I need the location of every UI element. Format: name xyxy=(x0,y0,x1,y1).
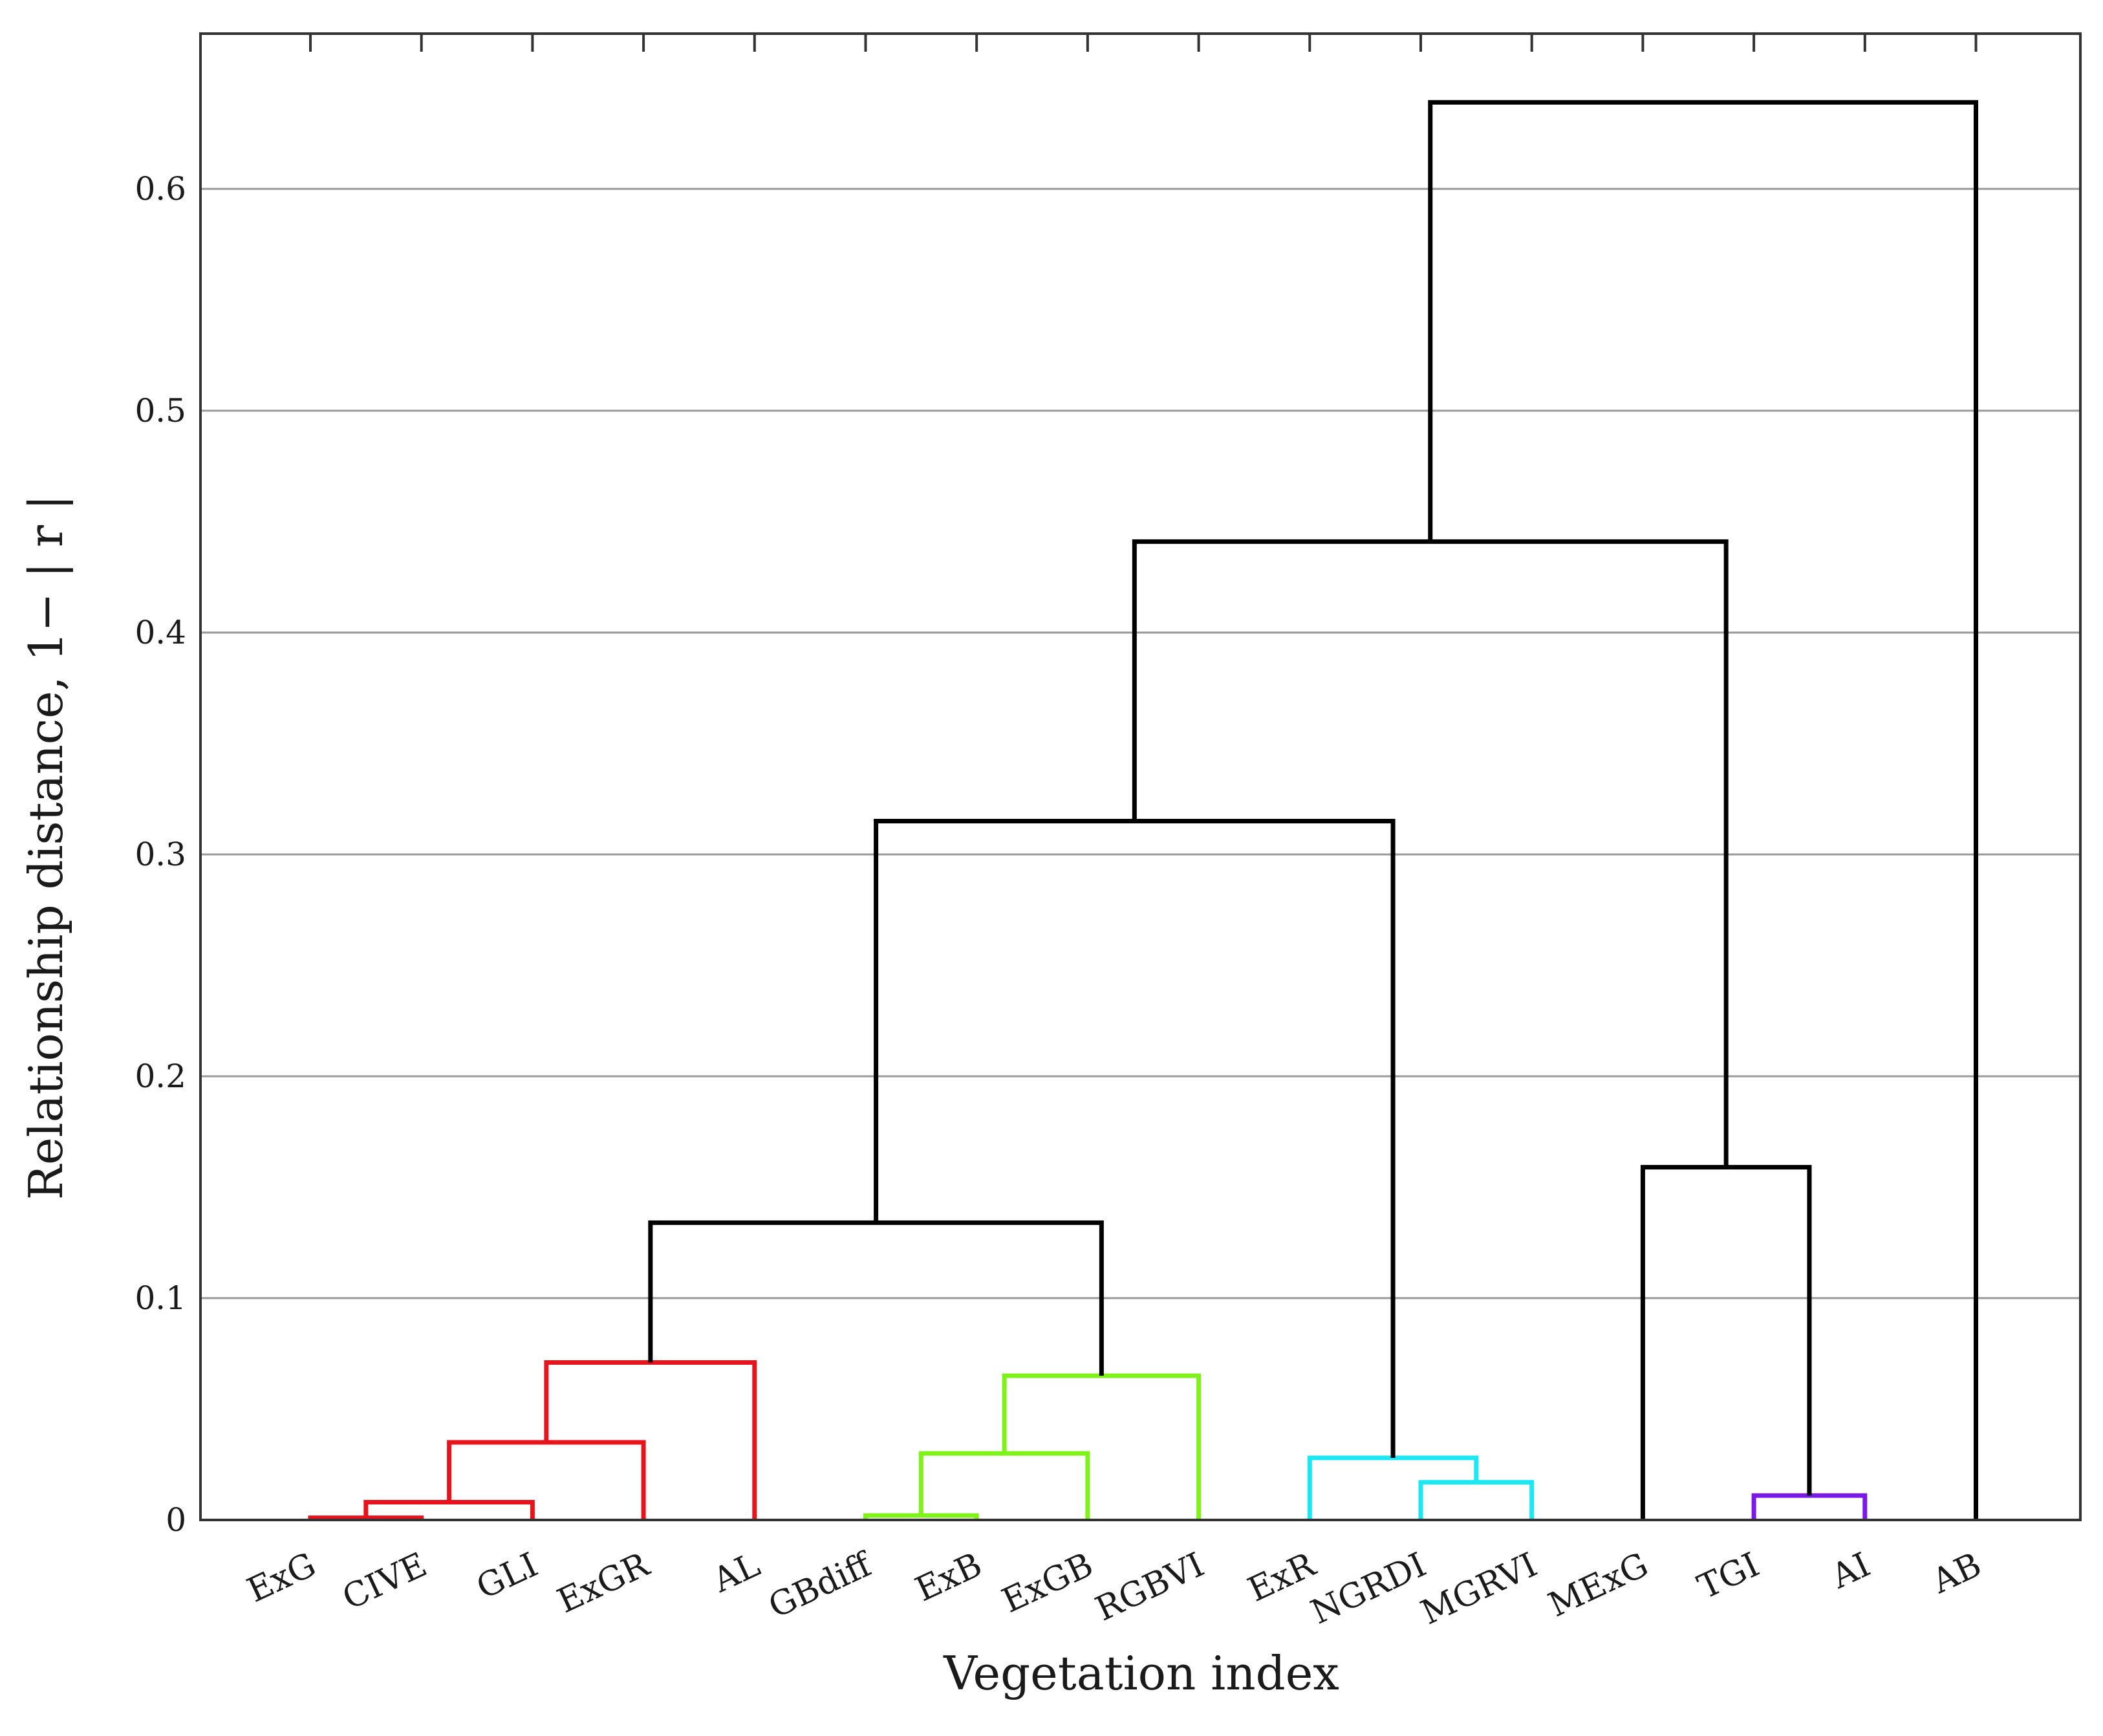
dendrogram-link xyxy=(1418,1480,1535,1520)
leaf-label: GLI xyxy=(471,1545,544,1607)
leaf-label: ExB xyxy=(910,1545,988,1609)
leaf-label: ExGR xyxy=(552,1545,656,1622)
leaf-label: ExGB xyxy=(997,1545,1099,1621)
dendrogram-link xyxy=(1428,100,1978,1520)
leaf-label: AB xyxy=(1926,1545,1987,1601)
grid-lines xyxy=(200,188,2080,1299)
leaf-label: NGRDI xyxy=(1305,1545,1432,1632)
x-axis-title: Vegetation index xyxy=(943,1646,1339,1700)
dendrogram-link xyxy=(1640,1165,1812,1520)
axis-ticks xyxy=(309,34,1978,52)
dendrogram-link xyxy=(1002,1373,1202,1520)
y-tick-label: 0.5 xyxy=(135,392,186,429)
dendrogram-links xyxy=(308,100,1978,1521)
dendrogram-link xyxy=(1307,1455,1479,1520)
y-tick-label: 0.4 xyxy=(135,614,186,651)
leaf-label: CIVE xyxy=(337,1545,433,1618)
y-tick-label: 0.1 xyxy=(135,1279,186,1317)
y-tick-label: 0 xyxy=(166,1501,186,1539)
leaf-label: RGBVI xyxy=(1090,1545,1210,1629)
leaf-label: MGRVI xyxy=(1415,1545,1543,1633)
leaf-label: ExG xyxy=(242,1545,322,1610)
leaf-label: AL xyxy=(707,1545,766,1600)
plot-frame xyxy=(199,32,2082,1521)
dendrogram-link xyxy=(918,1451,1090,1520)
dendrogram-link xyxy=(447,1440,646,1520)
y-tick-label: 0.3 xyxy=(135,836,186,873)
leaf-label: AI xyxy=(1825,1545,1876,1596)
dendrogram-link xyxy=(1751,1493,1868,1520)
y-tick-label: 0.2 xyxy=(135,1058,186,1095)
leaf-label: GBdiff xyxy=(763,1545,879,1627)
y-tick-label: 0.6 xyxy=(135,170,186,208)
dendrogram-link xyxy=(874,819,1396,1458)
y-axis-title: Relationship distance, 1− | r | xyxy=(19,495,73,1200)
leaf-label: TGI xyxy=(1692,1545,1765,1607)
leaf-label: MExG xyxy=(1543,1545,1654,1625)
dendrogram-link xyxy=(648,1220,1104,1376)
tick-labels: 0 0.1 0.2 0.3 0.4 0.5 0.6 ExG CIVE GLI ExGR ALGBdif… xyxy=(135,170,1987,1633)
